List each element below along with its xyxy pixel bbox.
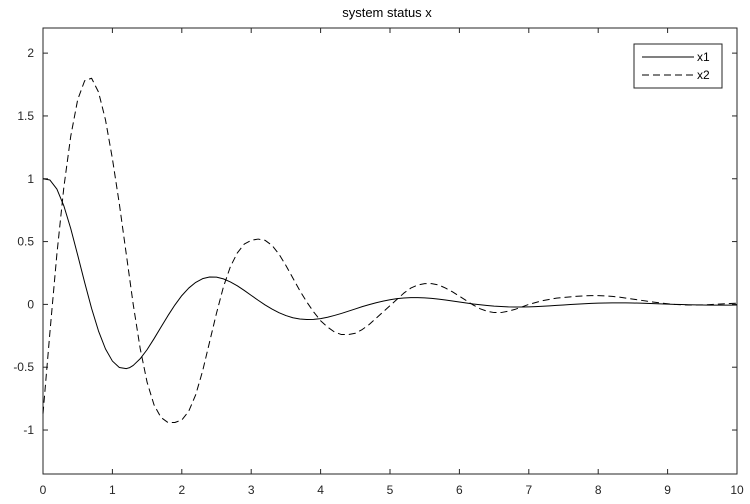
x-tick-label: 0: [40, 483, 47, 497]
legend-box: [633, 43, 723, 89]
y-tick-label: -1: [23, 423, 34, 437]
x-tick-label: 6: [456, 483, 463, 497]
plot-area: 0 1 2 3 4 5 6 7 8 9 10 -1 -0.5 0 0.5 1 1.5 2: [13, 27, 744, 497]
y-tick-label: -0.5: [13, 360, 34, 374]
series-line-x2: [42, 77, 738, 423]
x-tick-label: 10: [730, 483, 744, 497]
chart-title: system status x: [342, 5, 432, 20]
y-tick-label: 0.5: [17, 235, 34, 249]
x-tick-label: 5: [387, 483, 394, 497]
y-tick-label: 1.5: [17, 109, 34, 123]
x-tick-label: 2: [178, 483, 185, 497]
x-tick-label: 3: [248, 483, 255, 497]
legend-label-x2: x2: [697, 68, 710, 82]
x-tick-label: 1: [109, 483, 116, 497]
y-tick-label: 1: [27, 172, 34, 186]
y-tick-label: 0: [27, 297, 34, 311]
x-tick-label: 9: [664, 483, 671, 497]
legend-label-x1: x1: [697, 50, 710, 64]
x-tick-label: 8: [595, 483, 602, 497]
series-line-x1: [42, 178, 738, 370]
x-tick-label: 7: [525, 483, 532, 497]
y-tick-label: 2: [27, 46, 34, 60]
x-tick-label: 4: [317, 483, 324, 497]
